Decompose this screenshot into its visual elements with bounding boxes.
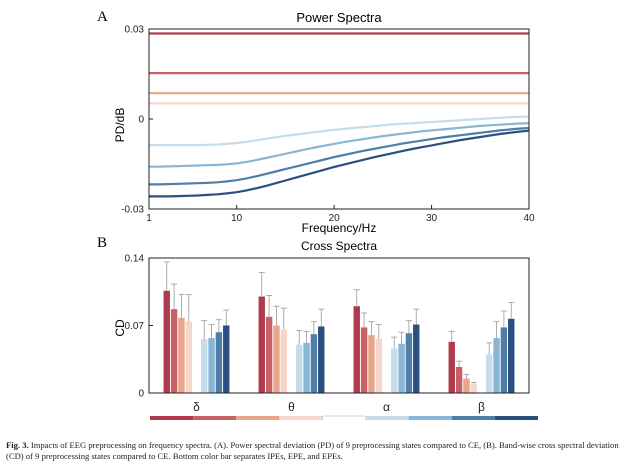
bar [448,341,455,393]
panel-a-ylabel: PD/dB [113,108,127,143]
bar [470,384,477,393]
bar [170,309,178,393]
bar [310,334,318,393]
y-tick-label: -0.03 [121,205,144,216]
bar [493,338,500,393]
category-label: δ [193,400,200,414]
bar [398,343,405,393]
bar [368,335,375,393]
legend-swatch [236,416,280,420]
legend-swatch [408,416,452,420]
bar [318,326,325,393]
panel-a-plot-frame [148,28,530,210]
x-tick-label: 30 [426,213,438,224]
caption-label: Fig. 3. [6,440,29,450]
panel-a-power-spectra: A Power Spectra PD/dB Frequency/Hz 1 10 20… [97,9,535,235]
line-sdr-20 [149,115,530,147]
line-sdr-55 [149,126,530,186]
figure-canvas: A Power Spectra PD/dB Frequency/Hz 1 10 20… [97,9,538,420]
bar [405,333,413,393]
category-label: α [383,400,390,414]
bar [455,366,463,393]
bar [413,324,420,393]
bar [353,306,360,393]
panel-b-cross-spectra: B Cross Spectra CD δ θ α β 0 0.07 0.14 [97,235,530,414]
bar [208,338,215,393]
bar [185,321,192,393]
bar [508,318,515,393]
category-label: β [478,400,485,414]
line-sdr-70 [149,129,530,198]
x-tick-label: 40 [523,213,535,224]
y-tick-label: 0 [138,389,144,400]
panel-b-ylabel: CD [113,319,127,337]
bar [486,354,493,393]
bar [273,325,280,393]
legend-swatch [494,416,538,420]
legend-swatch [451,416,495,420]
bar [201,339,208,393]
x-tick-label: 10 [231,213,243,224]
bar [215,332,223,393]
bar [360,327,368,393]
y-tick-label: 0.14 [125,254,145,265]
line-sdr-40 [149,122,530,168]
legend-swatch [322,415,366,420]
bar [258,296,265,393]
panel-b-plot-frame [148,257,530,394]
x-tick-label: 1 [146,213,152,224]
legend-swatch [193,416,237,420]
legend-swatch [279,416,323,420]
panel-a-letter: A [97,9,108,25]
category-label: θ [288,400,295,414]
x-tick-label: 20 [329,213,341,224]
y-tick-label: 0.07 [125,321,145,332]
bar [280,329,287,393]
y-tick-label: 0 [138,115,144,126]
panel-b-letter: B [97,235,107,251]
caption-text: Impacts of EEG preprocessing on frequenc… [6,440,619,461]
y-tick-label: 0.03 [125,25,145,36]
bar [463,378,470,393]
legend-swatch [365,416,409,420]
bar [391,348,398,393]
bar [375,339,382,393]
bar [303,342,310,393]
panel-a-xlabel: Frequency/Hz [302,221,377,235]
bar [223,325,230,393]
bar [163,290,170,393]
bar [500,327,508,393]
bar [265,316,273,393]
legend-color-bar: SNR = 5dBSNR = 8dBSNR = 11dBSNR = 14dBCE… [150,415,538,420]
panel-a-ticks: 1 10 20 30 40 0.03 0 -0.03 [121,25,535,225]
panel-a-series-lines [149,32,530,198]
panel-b-title: Cross Spectra [301,239,377,253]
legend-swatch [150,416,194,420]
bar [178,317,185,393]
figure-caption: Fig. 3. Impacts of EEG preprocessing on … [6,440,634,462]
bar [296,344,303,393]
panel-a-title: Power Spectra [296,10,382,25]
